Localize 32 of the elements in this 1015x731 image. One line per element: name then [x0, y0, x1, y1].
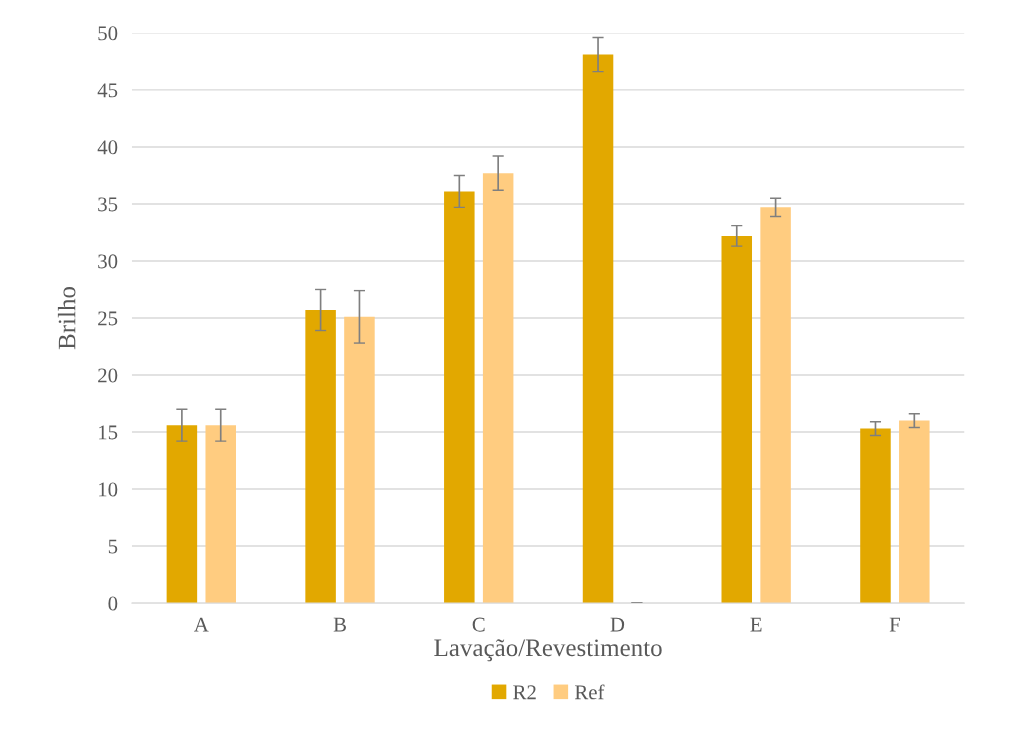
- x-axis-title: Lavação/Revestimento: [434, 639, 662, 662]
- bar: [482, 173, 514, 604]
- y-tick-label: 5: [108, 539, 118, 554]
- y-tick-label: 30: [98, 254, 118, 269]
- y-tick-label: 45: [97, 83, 118, 98]
- x-tick-label: A: [193, 617, 209, 632]
- x-tick-label: D: [610, 617, 625, 632]
- x-tick-label: F: [889, 617, 900, 632]
- bar: [305, 310, 336, 604]
- bar: [582, 54, 614, 604]
- y-tick-label: 15: [99, 425, 118, 440]
- y-tick-label: 35: [98, 197, 118, 212]
- bar: [444, 191, 475, 604]
- bar: [721, 235, 753, 604]
- x-tick-label: B: [333, 617, 346, 632]
- bar: [205, 425, 236, 604]
- bar: [344, 316, 375, 604]
- y-tick-label: 20: [98, 368, 118, 383]
- y-tick-label: 25: [98, 311, 118, 326]
- x-tick-label: C: [472, 617, 485, 632]
- bar: [860, 428, 891, 604]
- y-tick-label: 50: [98, 26, 118, 41]
- y-axis-title: Brilho: [57, 286, 76, 350]
- bar: [899, 420, 930, 604]
- y-tick-label: 10: [99, 482, 118, 497]
- y-tick-label: 40: [97, 140, 118, 155]
- y-tick-label: 0: [108, 596, 118, 611]
- legend-label: Ref: [574, 684, 605, 700]
- x-tick-label: E: [750, 617, 762, 632]
- bar: [760, 207, 791, 604]
- legend-label: R2: [513, 685, 536, 700]
- bar: [166, 425, 198, 604]
